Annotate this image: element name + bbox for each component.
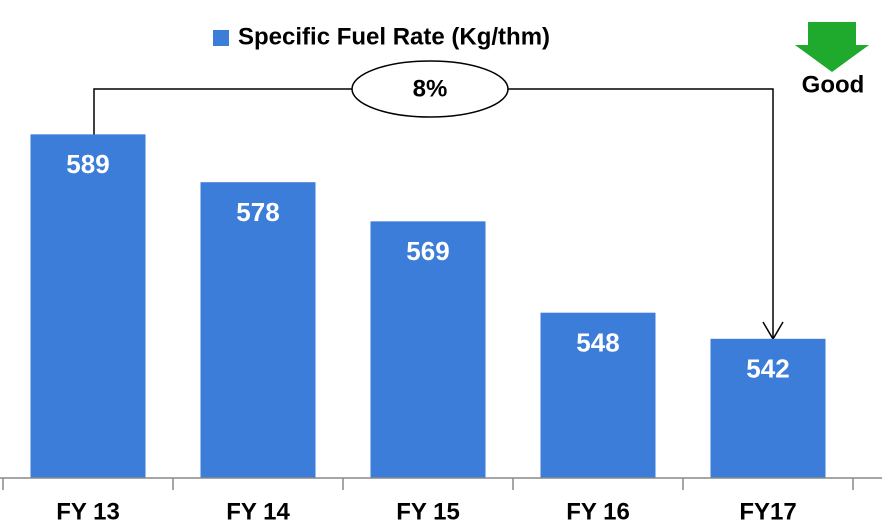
value-label: 548 <box>576 328 619 358</box>
change-ellipse <box>351 60 509 118</box>
bar <box>540 312 656 478</box>
good-label: Good <box>802 71 865 98</box>
bar <box>710 338 826 478</box>
bar <box>370 221 486 478</box>
connector <box>93 60 784 341</box>
bar <box>200 182 316 478</box>
x-tick-label: FY 13 <box>56 498 120 525</box>
connector-line <box>508 88 774 338</box>
connector-line <box>93 88 352 136</box>
value-label: 578 <box>236 197 279 227</box>
legend-swatch <box>213 30 229 46</box>
legend-label: Specific Fuel Rate (Kg/thm) <box>238 23 550 50</box>
x-tick-label: FY 16 <box>566 498 630 525</box>
good-arrow <box>795 22 869 72</box>
value-label: 569 <box>406 236 449 266</box>
value-label: 589 <box>66 149 109 179</box>
x-tick-label: FY 15 <box>396 498 460 525</box>
bar <box>30 134 146 478</box>
change-label: 8% <box>413 75 448 102</box>
x-tick-label: FY17 <box>739 498 796 525</box>
value-label: 542 <box>746 354 789 384</box>
x-tick-label: FY 14 <box>226 498 290 525</box>
